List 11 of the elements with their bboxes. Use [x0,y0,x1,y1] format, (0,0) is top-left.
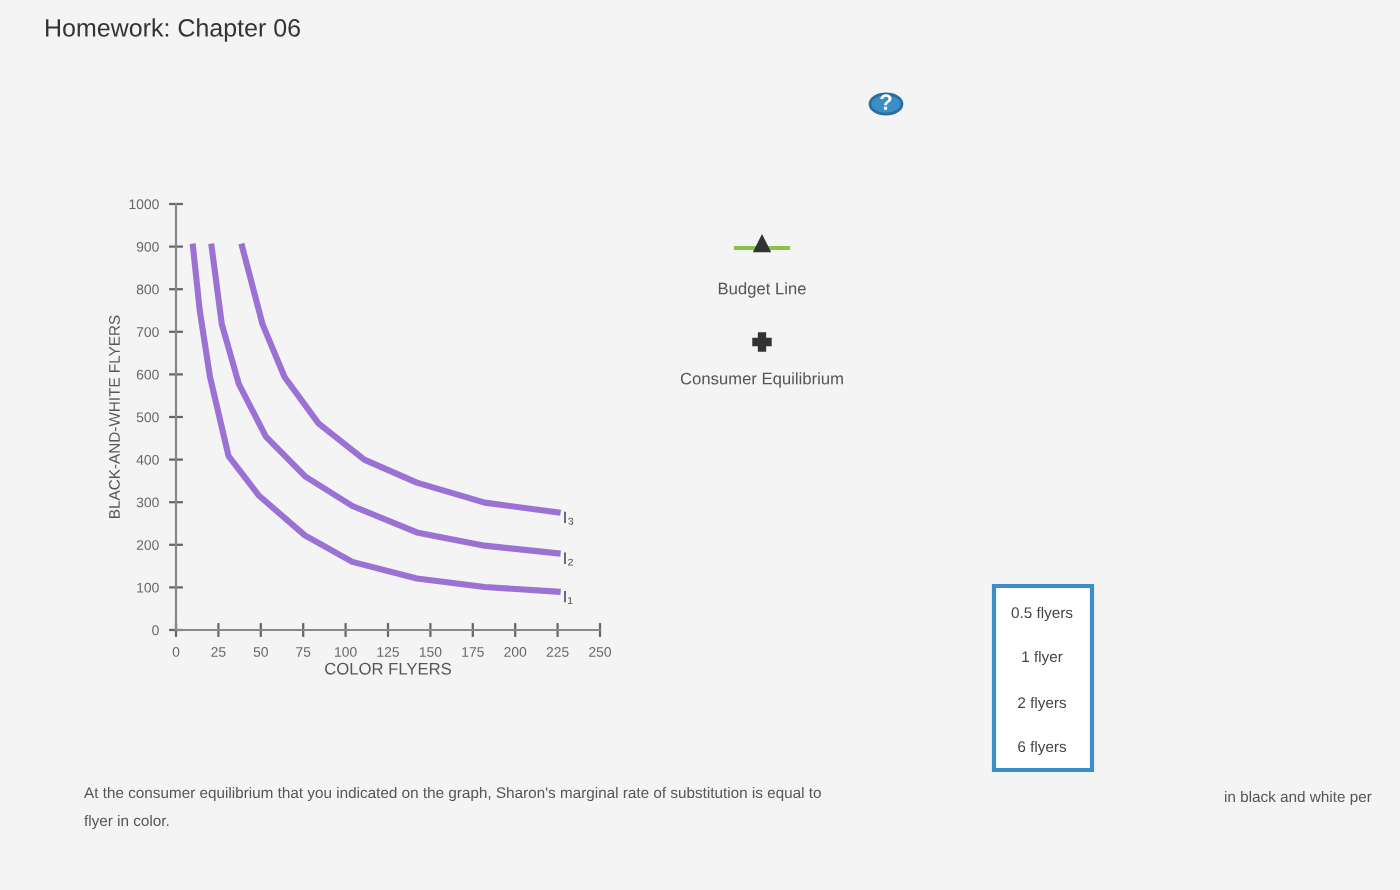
line-series [189,243,561,595]
line-series [208,243,561,557]
text: ? [880,94,892,110]
text: Consumer Equilibrium [680,372,843,388]
series-label: I₁ [564,590,573,604]
chart-title: Homework: Chapter 06 [46,18,300,42]
line-series [239,243,561,516]
x-axis-title: COLOR FLYERS [325,662,451,675]
series-label: I₃ [564,511,574,525]
series-label: I₂ [564,552,573,566]
text: Budget Line [718,282,806,298]
